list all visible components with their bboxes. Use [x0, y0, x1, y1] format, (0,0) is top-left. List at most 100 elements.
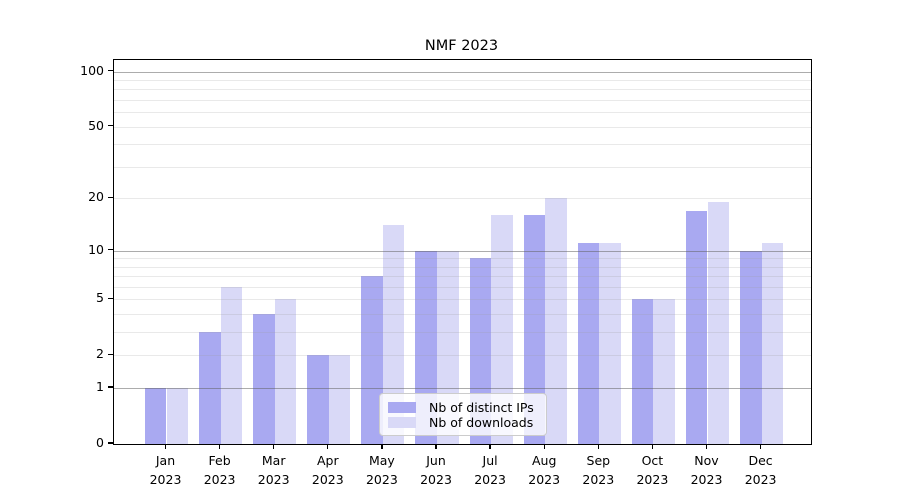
x-tick-mark-jun: [435, 444, 437, 449]
x-tick-mark-sep: [597, 444, 599, 449]
bar-nb-of-distinct-ips-sep: [577, 243, 600, 444]
x-tick-month: Aug: [531, 453, 557, 468]
x-axis-tick-label-oct: Oct 2023: [620, 452, 684, 489]
x-tick-year: 2023: [474, 471, 506, 487]
x-tick-month: May: [368, 453, 395, 468]
plot-area: [113, 59, 812, 445]
bar-nb-of-distinct-ips-apr: [307, 355, 329, 444]
gridline-8: [114, 266, 811, 268]
bar-nb-of-distinct-ips-feb: [199, 332, 221, 444]
bar-nb-of-downloads-oct: [653, 299, 675, 444]
bar-nb-of-downloads-sep: [599, 243, 621, 444]
y-tick-mark-1: [108, 386, 113, 388]
x-tick-year: 2023: [744, 471, 777, 487]
x-tick-month: Dec: [748, 453, 773, 468]
bar-nb-of-distinct-ips-mar: [253, 314, 275, 444]
x-tick-month: Apr: [316, 453, 339, 468]
legend-swatch-distinct-ips: [388, 402, 416, 413]
x-tick-month: Sep: [586, 453, 611, 468]
x-tick-month: Nov: [694, 453, 719, 468]
y-tick-mark-5: [108, 297, 113, 300]
gridline-20: [114, 198, 811, 200]
x-tick-year: 2023: [582, 471, 615, 487]
x-axis-tick-label-dec: Dec 2023: [729, 452, 793, 489]
x-axis-tick-label-apr: Apr 2023: [296, 452, 360, 489]
bar-nb-of-downloads-feb: [220, 286, 243, 444]
y-axis-tick-label-50: 50: [88, 117, 104, 133]
x-tick-mark-nov: [705, 444, 708, 449]
x-tick-year: 2023: [311, 471, 344, 487]
x-tick-mark-feb: [218, 444, 221, 449]
x-tick-year: 2023: [257, 471, 290, 487]
x-tick-month: Jan: [155, 453, 176, 468]
bar-nb-of-downloads-mar: [274, 299, 297, 444]
gridline-1: [114, 388, 811, 390]
bar-nb-of-downloads-apr: [328, 355, 351, 444]
gridline-4: [114, 314, 811, 316]
bar-nb-of-distinct-ips-dec: [740, 250, 762, 444]
x-tick-year: 2023: [203, 471, 236, 487]
x-tick-mark-dec: [759, 444, 762, 449]
gridline-7: [114, 276, 811, 278]
y-tick-mark-10: [108, 248, 113, 251]
x-axis-tick-label-jun: Jun 2023: [404, 452, 468, 489]
x-tick-year: 2023: [690, 471, 723, 487]
x-axis-tick-label-sep: Sep 2023: [566, 452, 630, 489]
gridline-90: [114, 80, 811, 81]
gridline-60: [114, 112, 811, 114]
x-tick-mark-aug: [543, 444, 545, 449]
x-tick-year: 2023: [420, 471, 452, 487]
gridline-3: [114, 332, 811, 334]
gridline-10: [114, 250, 811, 252]
bar-nb-of-downloads-aug: [545, 198, 567, 444]
gridline-50: [114, 126, 811, 128]
x-tick-mark-mar: [273, 444, 275, 449]
gridline-5: [114, 299, 811, 301]
y-axis-tick-label-20: 20: [88, 189, 104, 205]
y-axis-tick-label-0: 0: [96, 434, 104, 450]
y-tick-mark-20: [108, 196, 113, 199]
x-axis-tick-label-jan: Jan 2023: [134, 452, 198, 489]
gridline-100: [114, 71, 811, 73]
x-tick-year: 2023: [149, 471, 182, 487]
gridline-9: [114, 258, 811, 260]
x-tick-month: Jun: [426, 453, 446, 468]
legend-label-downloads: Nb of downloads: [429, 415, 534, 430]
gridline-70: [114, 100, 811, 101]
y-axis-tick-label-2: 2: [96, 346, 104, 362]
bar-nb-of-downloads-nov: [707, 202, 730, 444]
x-axis-tick-label-jul: Jul 2023: [458, 452, 522, 489]
x-tick-mark-may: [381, 444, 383, 449]
x-axis-tick-label-aug: Aug 2023: [512, 452, 576, 489]
bar-nb-of-distinct-ips-nov: [685, 210, 708, 444]
legend-entry-distinct-ips: Nb of distinct IPs: [388, 400, 538, 415]
gridline-2: [114, 355, 811, 357]
y-tick-mark-100: [108, 69, 113, 72]
bar-nb-of-distinct-ips-may: [361, 276, 383, 444]
x-tick-month: Mar: [261, 453, 286, 468]
x-tick-year: 2023: [365, 471, 398, 487]
x-axis-tick-label-nov: Nov 2023: [675, 452, 739, 489]
legend: Nb of distinct IPs Nb of downloads: [379, 393, 547, 436]
gridline-40: [114, 144, 811, 146]
x-axis-tick-label-may: May 2023: [350, 452, 414, 489]
x-tick-mark-oct: [651, 444, 654, 449]
x-tick-mark-jan: [164, 444, 167, 449]
x-axis-tick-label-mar: Mar 2023: [242, 452, 306, 489]
y-axis-tick-label-1: 1: [96, 378, 104, 394]
x-tick-month: Oct: [641, 453, 664, 468]
chart-title: NMF 2023: [424, 38, 499, 54]
x-axis-tick-label-feb: Feb 2023: [188, 452, 252, 489]
gridline-80: [114, 89, 811, 91]
bar-nb-of-downloads-jan: [166, 388, 189, 444]
y-axis-tick-label-10: 10: [88, 241, 104, 257]
y-tick-mark-0: [108, 442, 113, 444]
x-tick-mark-apr: [327, 444, 329, 449]
bar-nb-of-distinct-ips-aug: [523, 215, 546, 444]
legend-label-distinct-ips: Nb of distinct IPs: [429, 400, 534, 415]
x-tick-year: 2023: [636, 471, 669, 487]
bar-nb-of-distinct-ips-jan: [144, 388, 167, 444]
bar-nb-of-downloads-jul: [491, 215, 513, 444]
x-tick-month: Feb: [208, 453, 231, 468]
